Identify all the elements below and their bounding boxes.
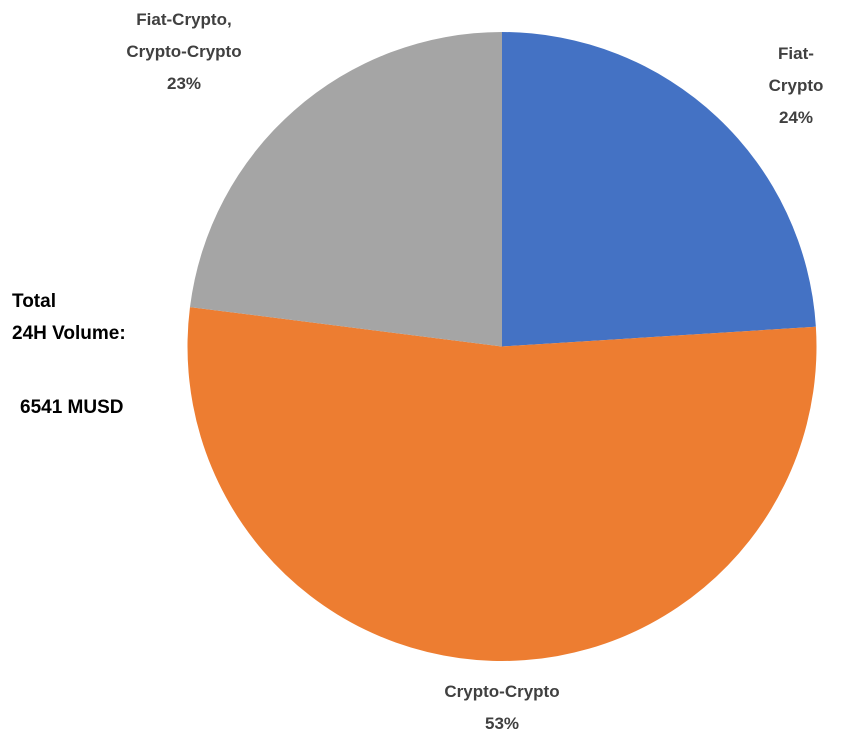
annotation: 24H Volume: <box>12 323 126 344</box>
category-label: Fiat-Crypto <box>768 44 824 95</box>
pie-slice <box>187 307 817 662</box>
category-label: Crypto-Crypto <box>444 682 560 701</box>
pie-slice <box>502 32 816 347</box>
value-label: 53% <box>484 714 520 733</box>
pie-slice <box>189 32 502 347</box>
annotation: 6541 MUSD <box>20 397 124 418</box>
category-label: Fiat-Crypto, Crypto-Crypto <box>126 10 242 61</box>
value-label: 24% <box>778 108 814 127</box>
annotation: Total <box>12 291 56 312</box>
value-label: 23% <box>166 74 202 93</box>
